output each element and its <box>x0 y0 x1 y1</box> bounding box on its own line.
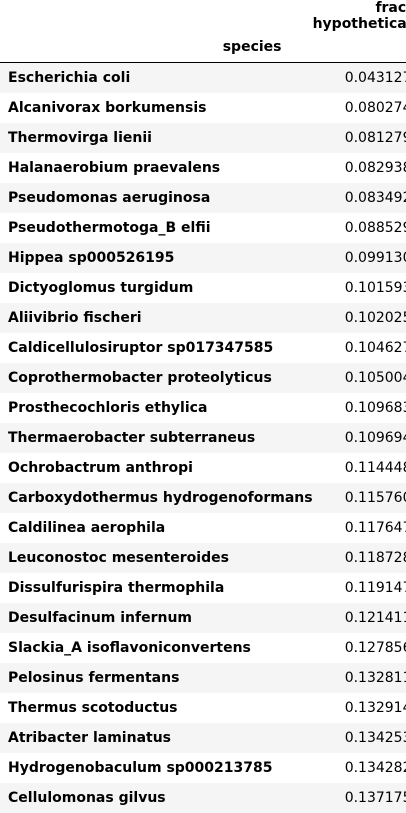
species-cell: Leuconostoc mesenteroides <box>8 549 229 566</box>
species-cell: Slackia_A isoflavoniconvertens <box>8 639 251 656</box>
table-body: Escherichia coli 0.043127 Alcanivorax bork… <box>0 62 406 813</box>
table-row: Hippea sp000526195 0.099130 <box>0 242 406 273</box>
table-row: Halanaerobium praevalens 0.082938 <box>0 153 406 183</box>
frac-hypothetical-cell: 0.043127 <box>344 69 406 86</box>
species-cell: Atribacter laminatus <box>8 729 172 746</box>
frac-hypothetical-cell: 0.101593 <box>344 279 406 296</box>
frac-hypothetical-cell: 0.121411 <box>344 609 406 626</box>
header-row-index: species <box>0 32 406 63</box>
frac-hypothetical-cell: 0.081279 <box>344 129 406 146</box>
value-column-header: frac. hypothetical <box>312 0 406 32</box>
frac-hypothetical-cell: 0.080274 <box>344 99 406 116</box>
table-row: Alcanivorax borkumensis 0.080274 <box>0 93 406 123</box>
species-cell: Carboxydothermus hydrogenoformans <box>8 489 313 506</box>
species-cell: Thermus scotoductus <box>8 699 178 716</box>
table-row: Aliivibrio fischeri 0.102025 <box>0 302 406 333</box>
table-row: Carboxydothermus hydrogenoformans 0.11576… <box>0 482 406 513</box>
species-cell: Prosthecochloris ethylica <box>8 399 208 416</box>
frac-hypothetical-cell: 0.134282 <box>344 759 406 776</box>
table-row: Atribacter laminatus 0.134253 <box>0 722 406 753</box>
species-cell: Aliivibrio fischeri <box>8 309 142 326</box>
species-cell: Desulfacinum infernum <box>8 609 193 626</box>
species-cell: Escherichia coli <box>8 69 131 86</box>
species-cell: Coprothermobacter proteolyticus <box>8 369 272 386</box>
table-row: Ochrobactrum anthropi 0.114448 <box>0 453 406 483</box>
frac-hypothetical-cell: 0.132811 <box>344 669 406 686</box>
table-row: Leuconostoc mesenteroides 0.118728 <box>0 542 406 573</box>
frac-hypothetical-cell: 0.099130 <box>344 249 406 266</box>
species-cell: Thermaerobacter subterraneus <box>8 429 256 446</box>
frac-hypothetical-cell: 0.082938 <box>344 159 406 176</box>
frac-hypothetical-cell: 0.109694 <box>344 429 406 446</box>
species-cell: Dictyoglomus turgidum <box>8 279 194 296</box>
species-cell: Pseudothermotoga_B elfii <box>8 219 211 236</box>
frac-hypothetical-cell: 0.102025 <box>344 309 406 326</box>
frac-hypothetical-cell: 0.127856 <box>344 639 406 656</box>
table-row: Dictyoglomus turgidum 0.101593 <box>0 273 406 303</box>
frac-hypothetical-cell: 0.104627 <box>344 339 406 356</box>
species-cell: Hippea sp000526195 <box>8 249 175 266</box>
species-cell: Hydrogenobaculum sp000213785 <box>8 759 273 776</box>
frac-hypothetical-cell: 0.117647 <box>344 519 406 536</box>
frac-hypothetical-cell: 0.134253 <box>344 729 406 746</box>
table-header: frac. hypothetical species <box>0 0 406 63</box>
table-row: Caldicellulosiruptor sp017347585 0.104627 <box>0 333 406 363</box>
frac-hypothetical-cell: 0.115760 <box>344 489 406 506</box>
index-header: species <box>0 32 406 63</box>
frac-hypothetical-cell: 0.088529 <box>344 219 406 236</box>
frac-hypothetical-cell: 0.114448 <box>344 459 406 476</box>
table-row: Pelosinus fermentans 0.132811 <box>0 662 406 693</box>
index-header-blank <box>0 0 313 32</box>
table-row: Dissulfurispira thermophila 0.119147 <box>0 573 406 603</box>
species-cell: Pseudomonas aeruginosa <box>8 189 211 206</box>
table-row: Slackia_A isoflavoniconvertens 0.127856 <box>0 633 406 663</box>
table-row: Caldilinea aerophila 0.117647 <box>0 513 406 543</box>
species-cell: Alcanivorax borkumensis <box>8 99 207 116</box>
table-row: Thermovirga lienii 0.081279 <box>0 122 406 153</box>
table-row: Pseudothermotoga_B elfii 0.088529 <box>0 213 406 243</box>
frac-hypothetical-cell: 0.105004 <box>344 369 406 386</box>
table-row: Hydrogenobaculum sp000213785 0.134282 <box>0 753 406 783</box>
frac-hypothetical-cell: 0.083492 <box>344 189 406 206</box>
table-row: Thermaerobacter subterraneus 0.109694 <box>0 422 406 453</box>
table-row: Thermus scotoductus 0.132914 <box>0 693 406 723</box>
species-cell: Caldilinea aerophila <box>8 519 166 536</box>
frac-hypothetical-cell: 0.118728 <box>344 549 406 566</box>
species-cell: Caldicellulosiruptor sp017347585 <box>8 339 274 356</box>
table-row: Desulfacinum infernum 0.121411 <box>0 602 406 633</box>
table-row: Pseudomonas aeruginosa 0.083492 <box>0 182 406 213</box>
frac-hypothetical-cell: 0.109683 <box>344 399 406 416</box>
frac-hypothetical-cell: 0.132914 <box>344 699 406 716</box>
table-row: Prosthecochloris ethylica 0.109683 <box>0 393 406 423</box>
species-cell: Halanaerobium praevalens <box>8 159 221 176</box>
species-cell: Dissulfurispira thermophila <box>8 579 225 596</box>
species-cell: Pelosinus fermentans <box>8 669 180 686</box>
species-cell: Thermovirga lienii <box>8 129 152 146</box>
frac-hypothetical-cell: 0.119147 <box>344 579 406 596</box>
header-row-columns: frac. hypothetical <box>0 0 406 32</box>
table-row: Escherichia coli 0.043127 <box>0 62 406 93</box>
table-row: Coprothermobacter proteolyticus 0.105004 <box>0 362 406 393</box>
species-cell: Ochrobactrum anthropi <box>8 459 193 476</box>
